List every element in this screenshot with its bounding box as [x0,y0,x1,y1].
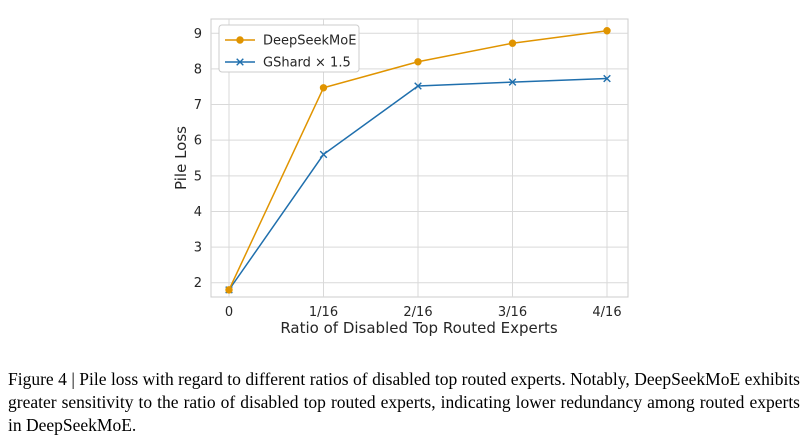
y-tick-labels: 2 3 4 5 6 7 8 9 [194,27,202,291]
data-point [603,74,611,83]
y-tick-label: 3 [194,241,202,256]
data-point [319,150,328,159]
legend-box [218,24,360,73]
data-point [414,58,422,66]
data-point [508,39,517,47]
x-tick-label: 3/16 [498,305,527,320]
x-tick-label: 0 [225,305,233,320]
legend-item: GShard × 1.5 [225,56,351,71]
x-tick-label: 4/16 [592,305,621,320]
data-point [414,82,422,90]
y-tick-label: 8 [194,62,202,77]
y-tick-label: 5 [194,169,202,184]
x-tick-labels: 0 1/16 2/16 3/16 4/16 [225,305,622,320]
y-tick-label: 9 [194,27,202,42]
legend: DeepSeekMoE GShard × 1.5 [218,24,360,73]
data-point [508,78,517,86]
data-point [236,36,244,44]
y-tick-label: 7 [194,98,202,113]
series-deepseekmoe [225,27,611,294]
legend-label: DeepSeekMoE [263,34,356,49]
data-point [319,84,328,92]
x-axis-label: Ratio of Disabled Top Routed Experts [280,319,558,337]
y-axis-label: Pile Loss [172,126,190,190]
x-tick-label: 2/16 [403,305,432,320]
data-point [603,27,611,35]
legend-item: DeepSeekMoE [225,34,356,49]
x-tick-label: 1/16 [309,305,338,320]
y-tick-label: 2 [194,276,202,291]
data-point [236,58,244,66]
pile-loss-line-chart: 0 1/16 2/16 3/16 4/16 2 3 4 5 6 7 8 9 Ratio of Disa… [172,18,629,337]
data-point [225,286,233,294]
y-tick-label: 4 [194,205,202,220]
y-tick-label: 6 [194,134,202,149]
figure-caption: Figure 4 | Pile loss with regard to diff… [8,369,800,435]
legend-label: GShard × 1.5 [263,56,351,71]
data-series [225,27,611,294]
